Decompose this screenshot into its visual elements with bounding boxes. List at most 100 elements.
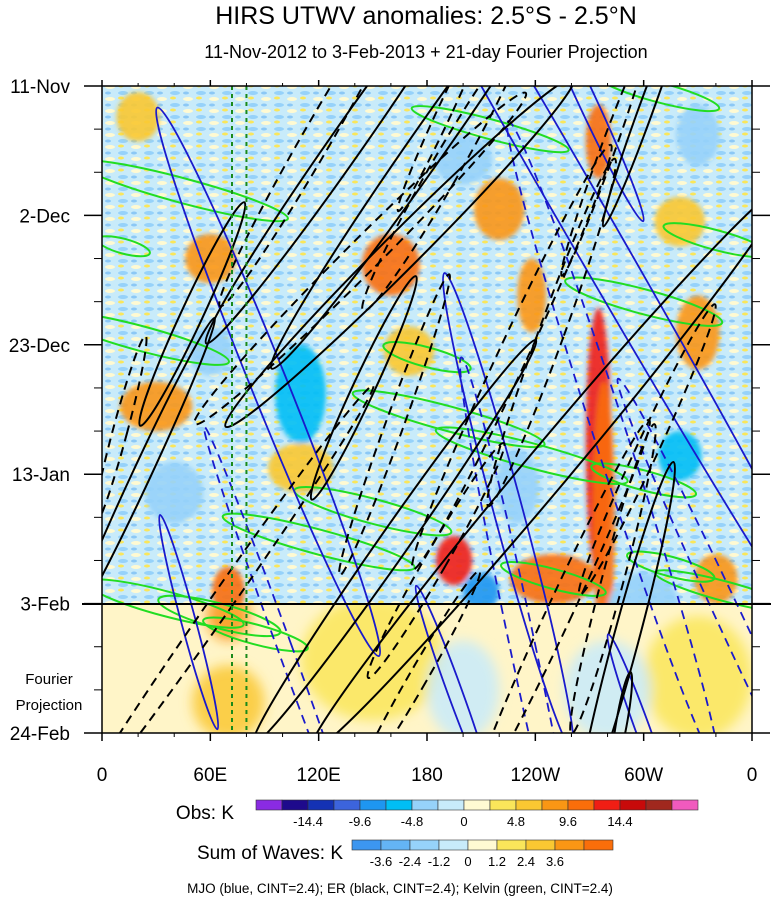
mjo-contour-4 [459,356,587,733]
kelvin-contour-1 [102,311,230,366]
er-contour-4 [193,91,528,426]
mjo-contour-9 [606,633,678,733]
projection-label-line1: Fourier [25,671,73,688]
er-contour-13 [251,338,538,733]
waves-swatch-4 [467,839,498,851]
waves-swatch-0 [351,839,382,851]
waves-colorbar-label-5: 2.4 [517,854,535,869]
mjo-contour-7 [203,425,366,733]
er-contour-5 [361,86,526,313]
mjo-contour-1 [155,106,382,657]
y-tick-label-0: 11-Nov [10,77,70,98]
waves-colorbar-label-6: 3.6 [546,854,564,869]
obs-swatch-8 [463,799,491,811]
kelvin-contour-17 [626,550,716,583]
waves-colorbar-label-0: -3.6 [370,854,392,869]
er-contour-23 [560,86,648,277]
y-tick-label-5: 24-Feb [10,724,70,745]
obs-colorbar-label-3: 0 [460,814,467,829]
x-tick-label-3: 180 [411,765,443,786]
observed-anomaly-17 [145,461,204,524]
mjo-contour-10 [527,86,645,223]
kelvin-contour-8 [202,616,309,653]
projection-anomaly-field [102,604,752,733]
er-contour-24 [486,157,617,508]
observed-anomaly-16 [654,196,706,247]
kelvin-contour-18 [500,561,607,597]
waves-swatch-2 [409,839,440,851]
observed-anomaly-21 [463,572,500,604]
observed-anomaly-4 [436,535,473,586]
obs-colorbar-label-1: -9.6 [349,814,371,829]
obs-swatch-14 [619,799,647,811]
chart-subtitle: 11-Nov-2012 to 3-Feb-2013 + 21-day Fouri… [204,42,647,62]
waves-colorbar-label-2: -1.2 [428,854,450,869]
obs-swatch-12 [567,799,595,811]
obs-swatch-5 [385,799,413,811]
waves-swatch-5 [496,839,527,851]
chart-title: HIRS UTWV anomalies: 2.5°S - 2.5°N [215,2,637,30]
waves-colorbar-title: Sum of Waves: K [197,843,343,864]
projection-anomaly-3 [643,615,752,733]
observed-anomaly-25 [608,572,680,604]
observed-anomaly-7 [517,258,547,333]
er-contour-11 [102,316,217,632]
mjo-contour-2 [442,272,575,733]
obs-swatch-3 [333,799,361,811]
er-contour-8 [338,273,451,577]
observed-anomaly-13 [473,178,525,241]
kelvin-contour-2 [351,389,546,449]
waves-swatch-8 [583,839,614,851]
obs-colorbar-title: Obs: K [176,803,234,824]
er-contour-9 [308,183,752,733]
kelvin-contour-11 [410,105,570,154]
kelvin-contour-14 [102,235,151,258]
er-contour-10 [411,143,613,571]
projection-anomaly-1 [192,665,265,733]
obs-colorbar-label-6: 14.4 [607,814,632,829]
obs-colorbar-swatches: -14.4 -9.6 -4.8 0 4.8 9.6 14.4 [255,799,699,829]
y-tick-label-1: 2-Dec [19,206,70,227]
er-contour-0 [269,86,592,370]
kelvin-contour-9 [564,276,724,327]
obs-swatch-13 [593,799,621,811]
waves-swatch-6 [525,839,556,851]
projection-anomaly-2 [300,604,446,721]
mjo-contour-6 [414,584,494,733]
kelvin-contour-0 [102,159,289,223]
y-tick-label-3: 13-Jan [12,465,70,486]
obs-swatch-4 [359,799,387,811]
er-contour-2 [218,86,420,308]
obs-colorbar: Obs: K -14.4 -9.6 -4.8 0 4.8 9.6 14.4 [176,799,699,829]
er-contour-7 [309,275,418,501]
x-tick-label-1: 60E [193,765,227,786]
er-contour-12 [102,334,148,528]
observed-anomaly-6 [212,566,245,604]
er-contour-1 [204,86,491,345]
x-tick-label-5: 60W [624,765,663,786]
obs-swatch-9 [489,799,517,811]
kelvin-contour-5 [221,512,416,572]
observed-anomaly-14 [116,92,160,142]
er-contour-22 [601,86,690,228]
waves-swatch-3 [438,839,469,851]
projection-label-line2: Projection [16,697,83,714]
waves-colorbar-swatches: -3.6 -2.4 -1.2 0 1.2 2.4 3.6 [351,839,614,869]
x-tick-label-4: 120W [511,765,561,786]
observed-anomaly-18 [275,344,326,444]
er-contour-18 [577,303,717,596]
kelvin-contour-16 [590,462,698,499]
er-contour-21 [610,671,634,733]
waves-colorbar-label-1: -2.4 [399,854,421,869]
kelvin-contour-3 [434,426,629,486]
observed-anomaly-5 [510,554,597,604]
obs-swatch-6 [411,799,439,811]
er-contour-6 [138,201,247,427]
waves-swatch-1 [380,839,411,851]
er-contour-3 [224,86,576,429]
observed-anomaly-23 [676,104,720,167]
y-tick-label-4: 3-Feb [20,595,70,616]
axes: 0 60E 120E 180 120W 60W 0 11-Nov 2-Dec 23-Dec 13-J… [9,77,770,786]
obs-colorbar-label-2: -4.8 [401,814,423,829]
